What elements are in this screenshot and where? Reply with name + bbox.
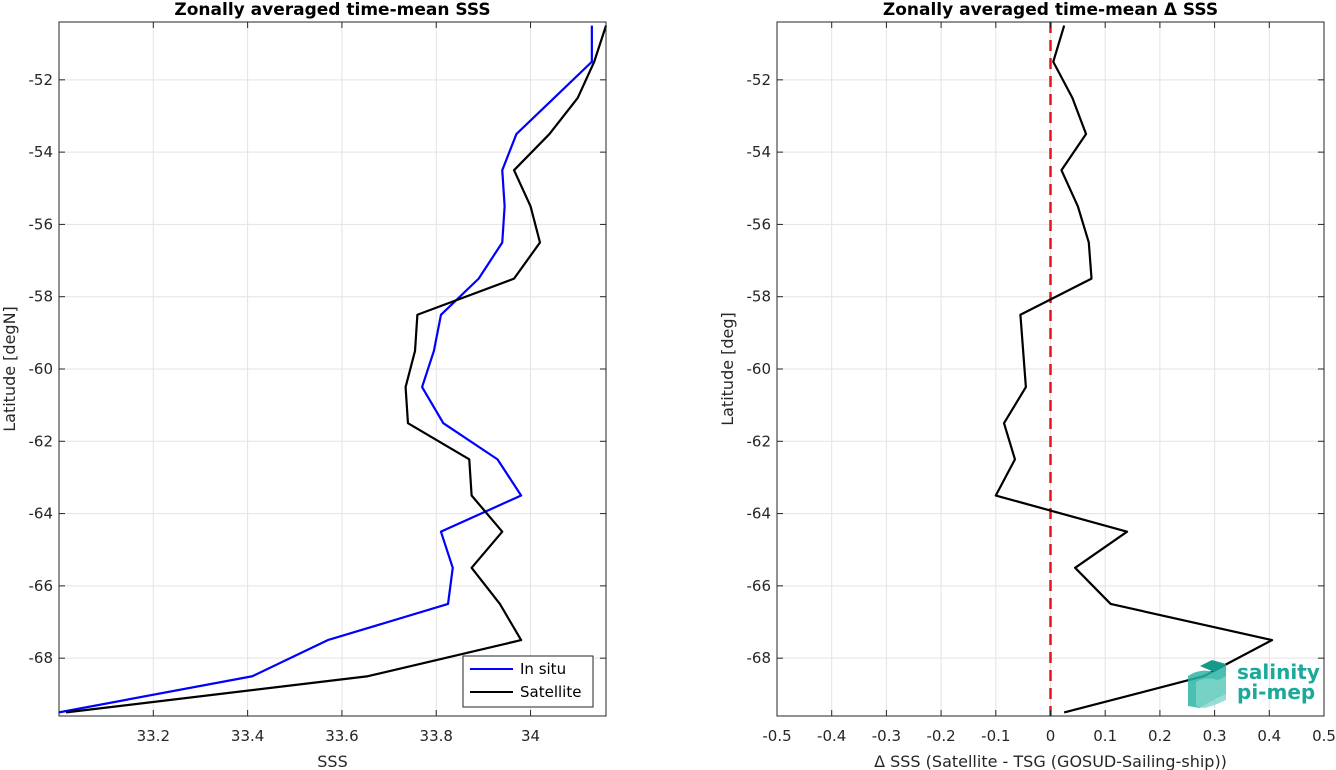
- y-tick-label: -60: [747, 360, 772, 378]
- x-tick-label: 0.1: [1093, 727, 1117, 745]
- y-tick-label: -58: [747, 288, 772, 306]
- y-tick-label: -58: [29, 288, 54, 306]
- y-tick-label: -68: [747, 649, 772, 667]
- y-tick-label: -52: [747, 71, 772, 89]
- right-chart-title: Zonally averaged time-mean Δ SSS: [883, 0, 1218, 20]
- y-tick-label: -56: [747, 215, 772, 233]
- left-panel: 33.2 33.4 33.6 33.8 34 -68 -66 -64 -62 -60 -58 -56 -…: [0, 0, 608, 770]
- legend: In situ Satellite: [462, 655, 594, 708]
- x-tick-label: 33.4: [231, 727, 264, 745]
- y-tick-label: -66: [747, 577, 772, 595]
- x-tick-label: 0.4: [1257, 727, 1281, 745]
- y-tick-label: -64: [29, 505, 54, 523]
- right-panel: -0.5 -0.4 -0.3 -0.2 -0.1 0 0.1 0.2 0.3 0.4 0.5 -68 -…: [718, 0, 1336, 770]
- left-y-axis-label: Latitude [degN]: [0, 306, 19, 432]
- x-tick-label: -0.5: [762, 727, 791, 745]
- x-tick-label: 33.2: [137, 727, 170, 745]
- x-tick-label: -0.2: [926, 727, 955, 745]
- x-tick-label: 0.3: [1203, 727, 1227, 745]
- y-tick-label: -66: [29, 577, 54, 595]
- y-tick-label: -54: [29, 143, 54, 161]
- y-tick-label: -68: [29, 649, 54, 667]
- x-tick-label: 0.2: [1148, 727, 1172, 745]
- satellite-series-line: [65, 25, 608, 714]
- logo-wave-icon: [1188, 660, 1226, 708]
- logo-text-pi-mep: pi-mep: [1237, 680, 1315, 704]
- x-tick-label: -0.3: [872, 727, 901, 745]
- x-tick-label: 33.8: [420, 727, 453, 745]
- left-x-axis-label: SSS: [317, 752, 347, 770]
- x-tick-label: 0: [1046, 727, 1056, 745]
- y-tick-label: -62: [747, 432, 772, 450]
- x-tick-label: 0.5: [1312, 727, 1336, 745]
- y-tick-label: -56: [29, 215, 54, 233]
- legend-label-in-situ: In situ: [520, 660, 566, 678]
- right-x-axis-label: Δ SSS (Satellite - TSG (GOSUD-Sailing-sh…: [874, 752, 1227, 770]
- salinity-pi-mep-logo: salinity pi-mep: [1188, 660, 1320, 708]
- y-tick-label: -60: [29, 360, 54, 378]
- legend-label-satellite: Satellite: [520, 683, 581, 701]
- x-tick-label: -0.4: [817, 727, 846, 745]
- y-tick-label: -52: [29, 71, 54, 89]
- x-tick-label: 33.6: [325, 727, 358, 745]
- in-situ-series-line: [58, 25, 593, 714]
- left-chart-title: Zonally averaged time-mean SSS: [174, 0, 490, 20]
- right-y-axis-label: Latitude [deg]: [718, 312, 737, 426]
- x-tick-label: -0.1: [981, 727, 1010, 745]
- logo-text-salinity: salinity: [1237, 660, 1320, 684]
- legend-box: [462, 655, 594, 708]
- y-tick-label: -54: [747, 143, 772, 161]
- x-tick-label: 34: [521, 727, 540, 745]
- delta-sss-series-line: [994, 25, 1274, 714]
- y-tick-label: -64: [747, 505, 772, 523]
- y-tick-label: -62: [29, 432, 54, 450]
